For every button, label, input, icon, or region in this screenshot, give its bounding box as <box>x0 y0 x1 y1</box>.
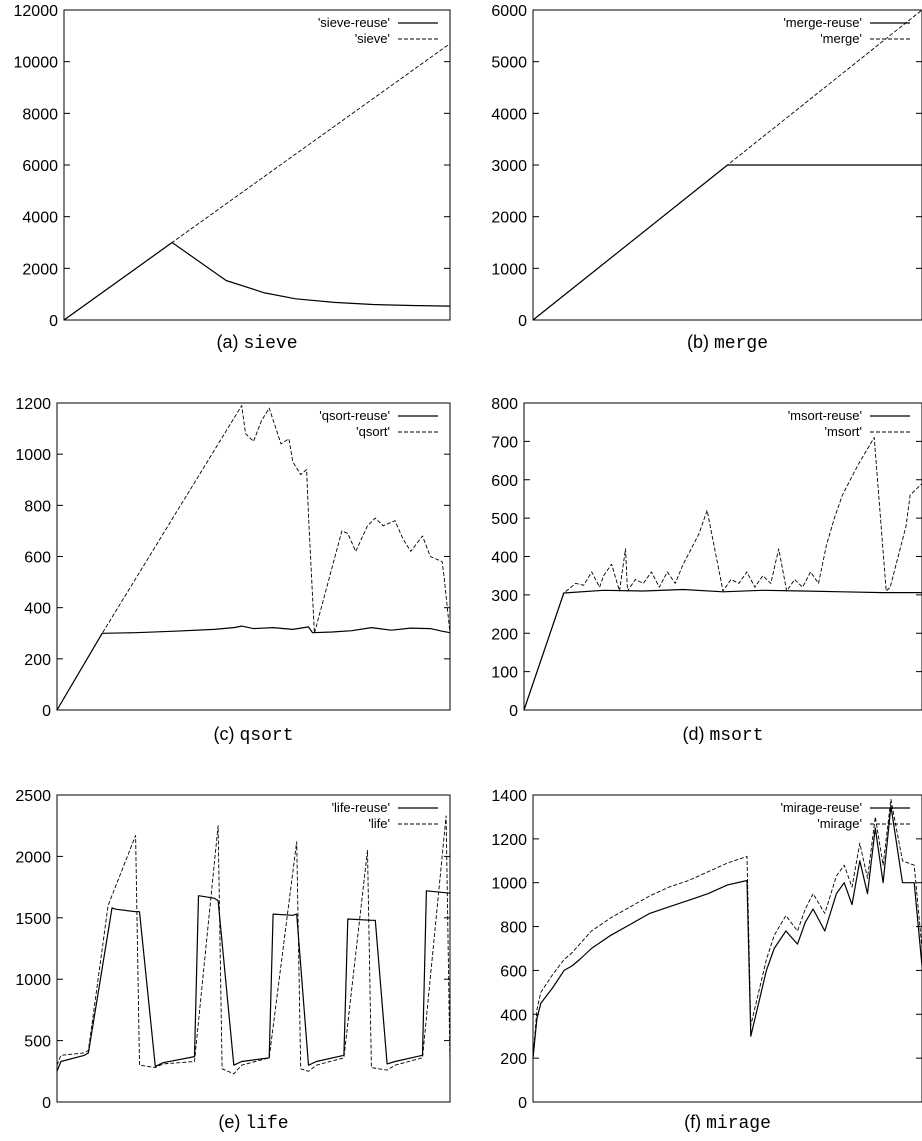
subfigure-caption: (e) life <box>218 1112 288 1134</box>
y-tick-label: 6000 <box>22 158 58 175</box>
caption-name: sieve <box>243 334 297 354</box>
chart-d: 0 100 200 300 400 500 600 700 800 'msort-reuse''m… <box>491 396 922 746</box>
caption-name: qsort <box>239 726 293 746</box>
caption-prefix: (c) <box>213 724 239 744</box>
y-tick-label: 600 <box>491 473 518 490</box>
y-tick-label: 1500 <box>15 911 51 928</box>
y-tick-label: 5000 <box>491 55 527 72</box>
subfigure-caption: (c) qsort <box>213 724 293 746</box>
series-line-baseline <box>532 798 922 1059</box>
y-tick-label: 0 <box>518 1095 527 1112</box>
y-tick-label: 1000 <box>491 261 527 278</box>
series-line-reuse <box>63 241 451 321</box>
legend-label: 'sieve' <box>355 31 390 46</box>
y-tick-label: 2500 <box>15 788 51 805</box>
caption-name: msort <box>709 726 763 746</box>
legend-label: 'sieve-reuse' <box>318 15 390 30</box>
caption-prefix: (f) <box>684 1112 706 1132</box>
y-tick-label: 100 <box>491 665 518 682</box>
caption-name: life <box>245 1114 288 1134</box>
series-line-reuse <box>523 588 922 711</box>
y-tick-label: 800 <box>24 498 51 515</box>
series-line-baseline <box>63 43 451 321</box>
plot-frame <box>523 402 922 711</box>
series-line-baseline <box>523 437 922 711</box>
y-tick-label: 1200 <box>491 832 527 849</box>
y-tick-label: 0 <box>518 313 527 330</box>
legend-label: 'qsort-reuse' <box>319 408 390 423</box>
subfigure-caption: (d) msort <box>682 724 763 746</box>
y-tick-label: 500 <box>491 511 518 528</box>
y-tick-label: 3000 <box>491 158 527 175</box>
plot-frame <box>532 794 922 1103</box>
y-tick-label: 10000 <box>14 55 59 72</box>
y-tick-label: 0 <box>42 1095 51 1112</box>
y-tick-label: 400 <box>491 550 518 567</box>
caption-prefix: (b) <box>687 332 714 352</box>
y-tick-label: 1000 <box>15 447 51 464</box>
y-tick-label: 2000 <box>15 849 51 866</box>
y-tick-label: 400 <box>24 601 51 618</box>
y-tick-label: 400 <box>500 1007 527 1024</box>
series-line-baseline <box>56 815 451 1075</box>
y-tick-label: 12000 <box>14 3 59 20</box>
series-line-reuse <box>56 625 451 711</box>
legend-label: 'life' <box>368 816 390 831</box>
legend-label: 'msort-reuse' <box>788 408 862 423</box>
y-tick-label: 0 <box>49 313 58 330</box>
series-line-reuse <box>532 805 922 1059</box>
plot-frame <box>56 402 451 711</box>
series-line-reuse <box>532 164 922 321</box>
chart-f: 0 200 400 600 800 1000 1200 1400 'mirage-reuse''… <box>491 788 922 1134</box>
legend-label: 'msort' <box>825 424 862 439</box>
y-tick-label: 600 <box>500 963 527 980</box>
legend-label: 'mirage' <box>817 816 862 831</box>
subfigure-caption: (a) sieve <box>216 332 297 354</box>
y-tick-label: 200 <box>491 626 518 643</box>
y-tick-label: 1400 <box>491 788 527 805</box>
y-tick-label: 2000 <box>22 261 58 278</box>
y-tick-label: 4000 <box>22 210 58 227</box>
legend-label: 'merge' <box>820 31 862 46</box>
y-tick-label: 500 <box>24 1034 51 1051</box>
caption-prefix: (a) <box>216 332 243 352</box>
y-tick-label: 800 <box>491 396 518 413</box>
y-tick-label: 200 <box>500 1051 527 1068</box>
series-line-reuse <box>56 890 451 1072</box>
y-tick-label: 800 <box>500 920 527 937</box>
legend-label: 'life-reuse' <box>332 800 390 815</box>
caption-name: mirage <box>706 1114 771 1134</box>
subfigure-caption: (f) mirage <box>684 1112 771 1134</box>
plot-frame <box>63 9 451 321</box>
y-tick-label: 200 <box>24 652 51 669</box>
y-tick-label: 8000 <box>22 106 58 123</box>
y-tick-label: 1000 <box>491 876 527 893</box>
y-tick-label: 2000 <box>491 210 527 227</box>
caption-prefix: (e) <box>218 1112 245 1132</box>
chart-c: 0 200 400 600 800 1000 1200 'qsort-reuse''qsort… <box>15 396 451 746</box>
legend-label: 'merge-reuse' <box>783 15 862 30</box>
y-tick-label: 0 <box>509 703 518 720</box>
y-tick-label: 0 <box>42 703 51 720</box>
plot-frame <box>56 794 451 1103</box>
y-tick-label: 700 <box>491 434 518 451</box>
legend-label: 'mirage-reuse' <box>780 800 862 815</box>
y-tick-label: 300 <box>491 588 518 605</box>
caption-prefix: (d) <box>682 724 709 744</box>
legend-label: 'qsort' <box>356 424 390 439</box>
series-line-baseline <box>532 9 922 321</box>
y-tick-label: 6000 <box>491 3 527 20</box>
subfigure-caption: (b) merge <box>687 332 768 354</box>
y-tick-label: 4000 <box>491 106 527 123</box>
y-tick-label: 600 <box>24 550 51 567</box>
chart-a: 0 2000 4000 6000 8000 10000 12000 'sieve-reuse'… <box>14 3 451 354</box>
chart-e: 0 500 1000 1500 2000 2500 'life-reuse''life' (e… <box>15 788 451 1134</box>
caption-name: merge <box>714 334 768 354</box>
chart-b: 0 1000 2000 3000 4000 5000 6000 'merge-reuse''m… <box>491 3 922 354</box>
y-tick-label: 1000 <box>15 972 51 989</box>
series-line-baseline <box>56 405 451 711</box>
y-tick-label: 1200 <box>15 396 51 413</box>
